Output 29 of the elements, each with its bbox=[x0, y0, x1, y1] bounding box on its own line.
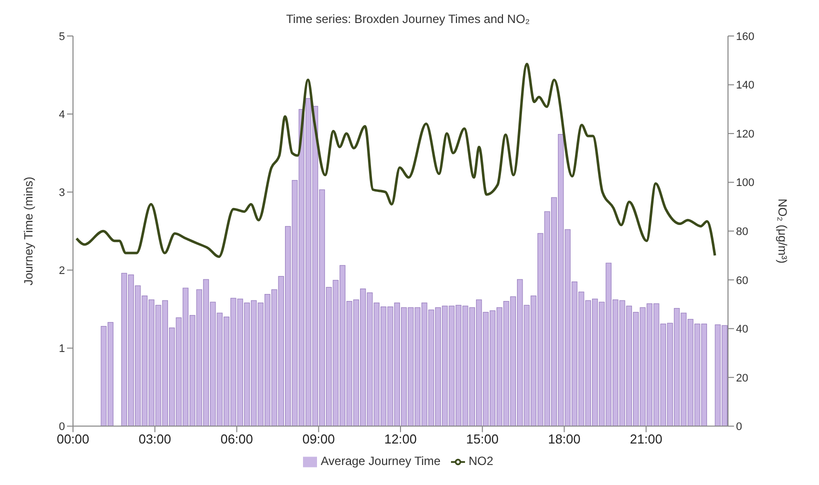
y2-axis-title: NO₂ (μg/m³) bbox=[776, 198, 790, 264]
legend-label: NO2 bbox=[468, 454, 494, 468]
chart-title: Time series: Broxden Journey Times and NO₂ bbox=[285, 11, 531, 26]
x-tick-label: 21:00 bbox=[630, 431, 662, 446]
y2-tick-label: 80 bbox=[736, 226, 748, 238]
line-series bbox=[75, 62, 716, 258]
y-tick-label: 0 bbox=[58, 421, 65, 434]
y2-tick-label: 40 bbox=[736, 324, 748, 336]
y2-tick-label: 100 bbox=[736, 177, 754, 190]
y-axis-title: Journey Time (mins) bbox=[21, 176, 36, 286]
y2-tick-label: 0 bbox=[736, 421, 742, 434]
x-tick-label: 18:00 bbox=[548, 431, 581, 446]
y2-tick-label: 120 bbox=[736, 128, 754, 140]
y-tick-label: 1 bbox=[58, 343, 65, 356]
y2-tick-label: 20 bbox=[736, 372, 748, 384]
x-tick-label: 00:00 bbox=[56, 431, 90, 446]
x-tick-label: 06:00 bbox=[220, 431, 254, 446]
x-tick-label: 09:00 bbox=[302, 431, 335, 446]
y-tick-label: 3 bbox=[58, 186, 65, 199]
x-tick-label: 15:00 bbox=[466, 431, 499, 446]
y-tick-label: 4 bbox=[58, 108, 65, 121]
y2-tick-label: 140 bbox=[736, 80, 754, 92]
legend-label: Average Journey Time bbox=[320, 454, 441, 468]
x-tick-label: 03:00 bbox=[138, 431, 172, 446]
y2-tick-label: 160 bbox=[736, 30, 754, 43]
y-tick-label: 2 bbox=[58, 265, 65, 278]
y-tick-label: 5 bbox=[58, 30, 65, 43]
x-tick-label: 12:00 bbox=[384, 431, 417, 446]
y2-tick-label: 60 bbox=[736, 274, 748, 287]
